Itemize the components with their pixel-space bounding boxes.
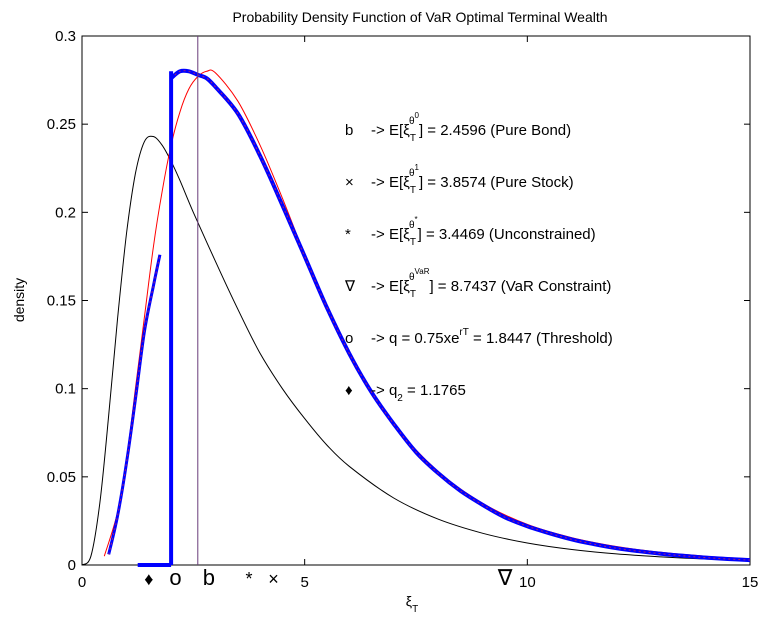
y-tick-label: 0.25 <box>47 116 76 133</box>
plot-frame <box>81 35 751 566</box>
series-bond <box>81 135 751 566</box>
y-axis-label: density <box>11 278 27 322</box>
annotation-sub: T <box>410 133 416 144</box>
annotation-expectation: E[ξ <box>389 122 410 139</box>
annotation-symbol: o <box>345 330 353 347</box>
annotation-row: b -> E[ξTθ0 ] = 2.4596 (Pure Bond) <box>345 111 571 144</box>
annotation-text: -> E[ξTθ*] = 3.4469 (Unconstrained) <box>371 215 596 248</box>
annotation-symbol: b <box>345 122 353 139</box>
x-marker-5: ∇ <box>497 565 513 590</box>
x-marker-4: × <box>268 569 279 589</box>
annotation-arrow: -> <box>371 330 385 347</box>
y-tick-label: 0.15 <box>47 293 76 310</box>
annotation-supsup: 0 <box>415 111 420 120</box>
annotation-row: * -> E[ξTθ*] = 3.4469 (Unconstrained) <box>345 215 596 248</box>
annotation-sup: θ <box>409 168 415 179</box>
legend-annotations: b -> E[ξTθ0] = 2.4596 (Pure Bond)× -> E[ξT… <box>344 111 613 404</box>
x-axis-label-main: ξ <box>406 593 412 609</box>
chart-title: Probability Density Function of VaR Opti… <box>232 9 607 25</box>
annotation-supsup: 1 <box>415 163 420 172</box>
series-group <box>81 36 751 567</box>
annotation-plain: q <box>389 382 397 399</box>
annotation-value: ] = 8.7437 (VaR Constraint) <box>429 278 611 295</box>
x-marker-2: b <box>203 565 215 590</box>
annotation-sup: θ <box>409 272 415 283</box>
annotation-row: o -> q = 0.75xerT = 1.8447 (Threshold) <box>345 327 613 347</box>
annotation-arrow: -> <box>371 122 385 139</box>
annotation-symbol: × <box>345 174 354 191</box>
x-marker-0: ♦ <box>144 569 153 589</box>
annotation-arrow: -> <box>371 382 385 399</box>
series-var-right-overlay <box>170 70 751 561</box>
series-var-left-overlay <box>108 254 161 555</box>
y-tick-label: 0.2 <box>55 204 76 221</box>
annotation-value: ] = 2.4596 (Pure Bond) <box>419 122 571 139</box>
annotation-text: -> E[ξTθ0 ] = 2.4596 (Pure Bond) <box>371 111 571 144</box>
annotation-text: -> q2 = 1.1765 <box>371 382 466 404</box>
annotation-sub: T <box>410 185 416 196</box>
annotation-plain: q = 0.75xe <box>389 330 459 347</box>
annotation-symbol: ♦ <box>345 382 353 399</box>
annotation-arrow: -> <box>371 226 385 243</box>
annotation-value: ] = 3.4469 (Unconstrained) <box>418 226 596 243</box>
x-tick-label: 0 <box>78 574 86 591</box>
annotation-plain-value: = 1.8447 (Threshold) <box>469 330 613 347</box>
annotation-expectation: E[ξ <box>389 174 410 191</box>
annotation-supsup: * <box>415 215 418 224</box>
annotation-plain-sup: rT <box>459 327 468 338</box>
annotation-expectation: E[ξ <box>389 226 410 243</box>
annotation-text: -> E[ξTθVaR ] = 8.7437 (VaR Constraint) <box>371 267 611 300</box>
annotation-sup: θ <box>409 116 415 127</box>
x-axis-label-sub: T <box>412 604 418 615</box>
annotation-row: ∇ -> E[ξTθVaR ] = 8.7437 (VaR Constraint) <box>344 267 611 300</box>
annotation-value: ] = 3.8574 (Pure Stock) <box>419 174 574 191</box>
annotation-sup: θ <box>409 220 415 231</box>
x-marker-1: o <box>169 565 181 590</box>
y-tick-label: 0 <box>68 557 76 574</box>
y-tick-label: 0.05 <box>47 469 76 486</box>
x-tick-label: 5 <box>300 574 308 591</box>
x-tick-label: 10 <box>519 574 536 591</box>
x-axis-label: ξT <box>406 593 418 615</box>
annotation-symbol: * <box>345 226 351 243</box>
annotation-row: × -> E[ξTθ1 ] = 3.8574 (Pure Stock) <box>345 163 574 196</box>
annotation-plain-value: = 1.1765 <box>403 382 466 399</box>
annotation-arrow: -> <box>371 278 385 295</box>
annotation-text: -> q = 0.75xerT = 1.8447 (Threshold) <box>371 327 613 347</box>
annotation-sub: T <box>410 289 416 300</box>
x-axis-ticks: 0 5 10 15 <box>78 36 759 591</box>
axis-markers: ♦ o b * × ∇ <box>144 565 513 590</box>
annotation-arrow: -> <box>371 174 385 191</box>
annotation-row: ♦ -> q2 = 1.1765 <box>345 382 466 404</box>
annotation-plain-sub: 2 <box>397 393 403 404</box>
annotation-expectation: E[ξ <box>389 278 410 295</box>
x-marker-3: * <box>245 569 252 589</box>
annotation-symbol: ∇ <box>344 278 356 295</box>
y-tick-label: 0.3 <box>55 28 76 45</box>
annotation-supsup: VaR <box>415 267 430 276</box>
annotation-sub: T <box>410 237 416 248</box>
y-tick-label: 0.1 <box>55 381 76 398</box>
annotation-text: -> E[ξTθ1 ] = 3.8574 (Pure Stock) <box>371 163 574 196</box>
y-axis-ticks: 0 0.05 0.1 0.15 0.2 0.25 0.3 <box>47 28 750 574</box>
x-tick-label: 15 <box>742 574 759 591</box>
